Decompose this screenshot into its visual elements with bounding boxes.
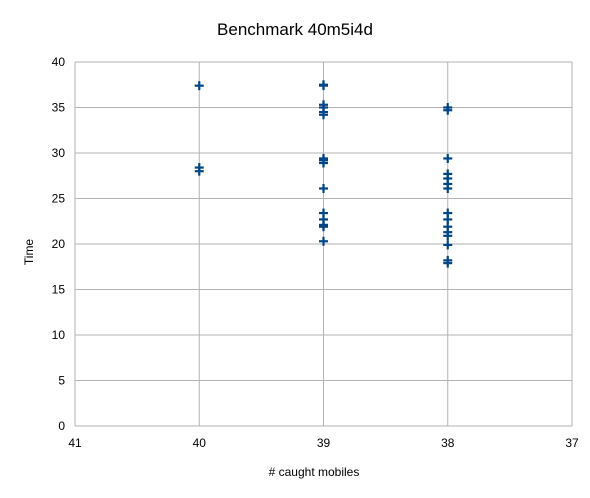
data-point xyxy=(319,222,328,232)
data-point xyxy=(319,236,328,246)
data-point xyxy=(319,183,328,193)
data-point xyxy=(443,231,453,241)
y-tick-label: 15 xyxy=(52,283,66,297)
data-point xyxy=(319,158,328,168)
tick-labels: 0 5 10 15 20 25 30 35 40 41 40 39 38 37 xyxy=(52,55,579,450)
y-tick-label: 35 xyxy=(52,101,66,115)
y-tick-label: 25 xyxy=(52,192,66,206)
x-axis-label: # caught mobiles xyxy=(269,465,360,479)
y-tick-label: 0 xyxy=(58,419,65,433)
data-point xyxy=(194,81,204,91)
y-tick-label: 40 xyxy=(52,55,66,69)
data-points xyxy=(194,80,453,268)
x-tick-label: 40 xyxy=(193,436,207,450)
data-point xyxy=(443,240,453,250)
x-tick-label: 41 xyxy=(68,436,82,450)
data-point xyxy=(443,258,453,268)
y-tick-label: 10 xyxy=(52,328,66,342)
x-tick-label: 38 xyxy=(441,436,455,450)
data-point xyxy=(443,183,453,193)
x-tick-label: 37 xyxy=(565,436,579,450)
y-tick-label: 5 xyxy=(58,374,65,388)
data-point xyxy=(319,81,328,91)
y-axis-label: Time xyxy=(22,239,36,266)
y-tick-label: 20 xyxy=(52,237,66,251)
grid-layer xyxy=(74,61,573,427)
data-point xyxy=(443,153,453,163)
data-point xyxy=(443,105,453,115)
y-tick-label: 30 xyxy=(52,146,66,160)
x-tick-label: 39 xyxy=(317,436,331,450)
chart-title: Benchmark 40m5i4d xyxy=(217,20,373,39)
data-point xyxy=(194,166,204,176)
data-point xyxy=(319,110,328,120)
